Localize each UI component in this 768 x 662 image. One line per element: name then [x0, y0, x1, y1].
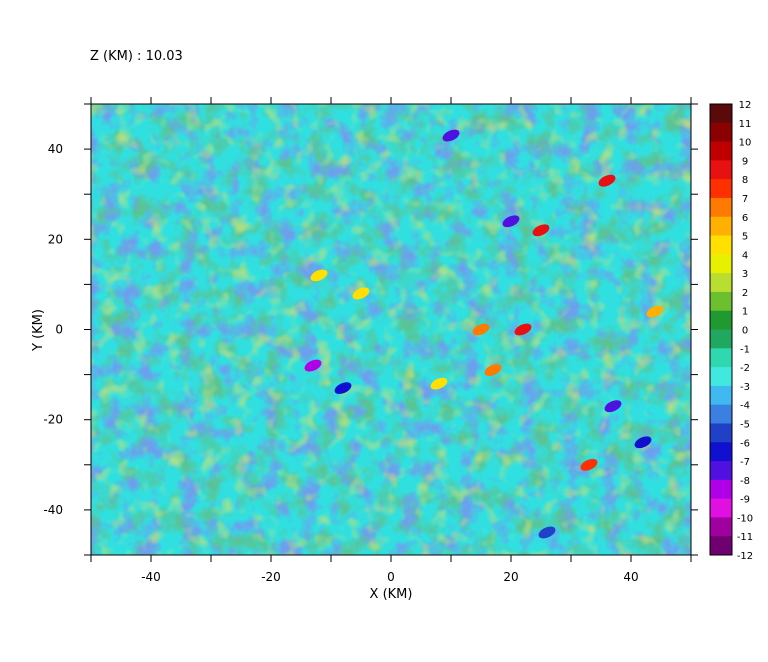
colorbar-label: -9 [740, 495, 750, 506]
feature-mark [604, 400, 622, 413]
x-tick-label: 20 [503, 570, 518, 584]
colorbar-label: 9 [742, 156, 748, 167]
feature-mark [502, 215, 520, 228]
colorbar-swatch [710, 442, 732, 462]
colorbar-swatch [710, 498, 732, 518]
y-tick-label: 40 [48, 142, 63, 156]
y-tick-label: 0 [55, 323, 63, 337]
y-axis: -40 -20 0 20 40 [43, 103, 698, 556]
colorbar-label: -3 [740, 382, 750, 393]
feature-layer [304, 129, 664, 539]
y-tick-label: -20 [43, 413, 63, 427]
colorbar-swatch [710, 385, 732, 406]
y-tick-label: 20 [48, 232, 63, 246]
colorbar: 1211109876543210-1-2-3-4-5-6-7-8-9-10-11… [709, 100, 753, 562]
feature-mark [538, 526, 556, 539]
colorbar-label: -12 [737, 551, 753, 562]
y-tick-label: -40 [43, 503, 63, 517]
colorbar-label: -2 [740, 363, 750, 374]
colorbar-swatch [710, 291, 732, 312]
colorbar-label: 5 [742, 232, 748, 243]
colorbar-swatch [710, 536, 732, 556]
colorbar-swatch [710, 348, 732, 368]
colorbar-label: 8 [742, 175, 748, 186]
colorbar-swatch [710, 141, 732, 161]
feature-mark [310, 269, 328, 282]
feature-mark [634, 436, 652, 449]
colorbar-label: 1 [742, 307, 748, 318]
feature-mark [514, 323, 532, 336]
plot-area [91, 104, 691, 555]
x-tick-label: 0 [387, 570, 395, 584]
colorbar-label: -4 [740, 401, 750, 412]
colorbar-label: -10 [737, 513, 753, 524]
colorbar-label: 10 [739, 138, 752, 149]
colorbar-label: 12 [739, 100, 752, 111]
colorbar-label: 4 [742, 250, 748, 261]
colorbar-swatch [710, 122, 732, 143]
colorbar-swatch [710, 216, 732, 237]
colorbar-label: -7 [740, 457, 750, 468]
x-tick-label: -40 [141, 570, 161, 584]
feature-mark [304, 359, 322, 372]
colorbar-label: -8 [740, 476, 750, 487]
x-tick-label: -20 [261, 570, 281, 584]
colorbar-swatch [710, 197, 732, 218]
colorbar-label: -5 [740, 419, 750, 430]
colorbar-swatch [710, 179, 732, 199]
feature-mark [352, 287, 370, 300]
feature-mark [646, 305, 664, 318]
x-tick-label: 40 [623, 570, 638, 584]
colorbar-label: 3 [742, 269, 748, 280]
colorbar-label: 2 [742, 288, 748, 299]
colorbar-label: -11 [737, 532, 753, 543]
chart-title: Z (KM) : 10.03 [90, 49, 183, 64]
colorbar-label: -1 [740, 344, 750, 355]
colorbar-swatch [710, 254, 732, 274]
colorbar-frame [709, 103, 733, 556]
colorbar-swatch [710, 367, 732, 387]
colorbar-swatch [710, 423, 732, 443]
colorbar-swatch [710, 310, 732, 330]
feature-mark [532, 224, 550, 237]
feature-mark [580, 458, 598, 471]
colorbar-swatch [710, 235, 732, 255]
colorbar-swatch [710, 104, 732, 124]
colorbar-label: 11 [739, 119, 752, 130]
x-axis-label: X (KM) [370, 587, 413, 602]
feature-mark [598, 174, 616, 187]
colorbar-swatch [710, 329, 732, 349]
colorbar-swatch [710, 160, 732, 180]
colorbar-swatch [710, 404, 732, 424]
colorbar-label: 0 [742, 326, 748, 337]
colorbar-swatch [710, 517, 732, 537]
feature-mark [484, 364, 502, 377]
colorbar-label: 7 [742, 194, 748, 205]
colorbar-label: -6 [740, 438, 750, 449]
colorbar-swatch [710, 461, 732, 481]
x-axis: -40 -20 0 20 40 [90, 97, 692, 584]
colorbar-swatch [710, 273, 732, 293]
colorbar-label: 6 [742, 213, 748, 224]
y-axis-label: Y (KM) [31, 309, 46, 352]
feature-mark [334, 382, 352, 395]
feature-mark [430, 377, 448, 390]
colorbar-swatch [710, 479, 732, 500]
yellowgreen-noise-layer [91, 104, 691, 555]
feature-mark [442, 129, 460, 142]
feature-mark [472, 323, 490, 336]
